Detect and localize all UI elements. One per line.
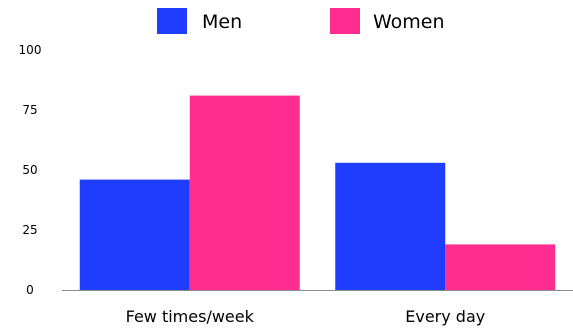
y-tick-label: 50 xyxy=(22,163,37,177)
bar-women-2 xyxy=(445,244,556,290)
bar-men-2 xyxy=(335,162,446,290)
bar-women-1 xyxy=(189,95,300,290)
y-axis: 0 25 50 75 100 xyxy=(19,43,42,297)
chart-legend: Men Women xyxy=(157,8,445,34)
bar-men-1 xyxy=(79,179,190,290)
y-tick-label: 25 xyxy=(22,223,37,237)
legend-swatch-women xyxy=(330,8,360,34)
x-axis: Few times/week Every day xyxy=(62,290,573,326)
y-tick-label: 100 xyxy=(19,43,42,57)
legend-swatch-men xyxy=(157,8,187,34)
bars-group xyxy=(79,95,556,290)
legend-label-men: Men xyxy=(202,11,242,33)
x-tick-label: Every day xyxy=(405,307,485,326)
y-tick-label: 0 xyxy=(26,283,34,297)
x-tick-label: Few times/week xyxy=(126,307,255,326)
legend-label-women: Women xyxy=(373,11,445,33)
y-tick-label: 75 xyxy=(22,103,37,117)
